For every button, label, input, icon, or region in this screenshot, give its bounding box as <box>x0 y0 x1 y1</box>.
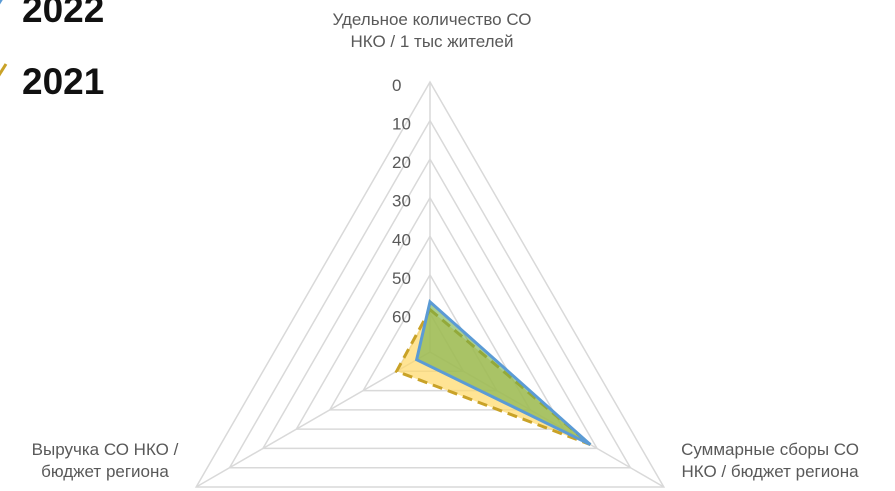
axis-label-3-line-1: Выручка СО НКО / <box>32 440 179 459</box>
series-2022-area <box>414 299 592 446</box>
grid-ring-40 <box>328 234 532 411</box>
axis-label-1: Удельное количество СО НКО / 1 тыс жителе… <box>333 10 532 51</box>
tick-label-30: 30 <box>392 192 411 211</box>
axis-label-2-line-1: Суммарные сборы СО <box>681 440 859 459</box>
legend-label-2022: 2022 <box>22 0 104 30</box>
legend-marker-2022 <box>0 0 3 5</box>
axis-label-2-line-2: НКО / бюджет региона <box>681 462 859 481</box>
tick-label-50: 50 <box>392 269 411 288</box>
tick-label-20: 20 <box>392 153 411 172</box>
grid-ring-0 <box>194 80 666 488</box>
legend-label-2021: 2021 <box>22 61 104 102</box>
axis-label-3: Выручка СО НКО / бюджет региона <box>32 440 179 481</box>
axis-labels: Удельное количество СО НКО / 1 тыс жителе… <box>32 10 859 481</box>
axis-label-2: Суммарные сборы СО НКО / бюджет региона <box>681 440 859 481</box>
grid-ring-30 <box>295 196 565 430</box>
radar-grid <box>194 80 666 488</box>
tick-labels: 0 10 20 30 40 50 60 <box>392 76 411 326</box>
series-layer <box>394 299 592 446</box>
grid-ring-20 <box>261 157 599 450</box>
axis-label-1-line-2: НКО / 1 тыс жителей <box>350 32 513 51</box>
axis-label-1-line-1: Удельное количество СО <box>333 10 532 29</box>
grid-spoke-3 <box>195 351 431 488</box>
axis-label-3-line-2: бюджет региона <box>41 462 169 481</box>
tick-label-0: 0 <box>392 76 401 95</box>
legend-marker-2021 <box>0 63 8 77</box>
grid-ring-10 <box>228 119 632 469</box>
tick-label-60: 60 <box>392 307 411 326</box>
tick-label-10: 10 <box>392 115 411 134</box>
legend: 2022 2021 <box>0 0 104 102</box>
tick-label-40: 40 <box>392 230 411 249</box>
